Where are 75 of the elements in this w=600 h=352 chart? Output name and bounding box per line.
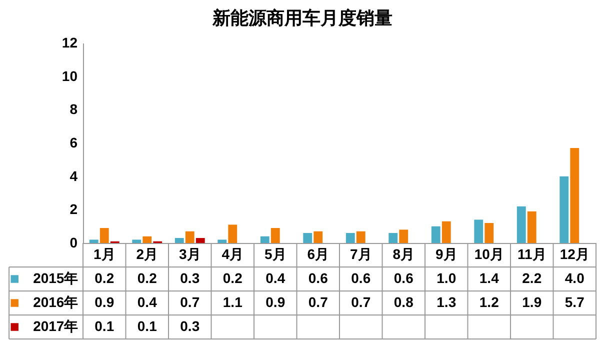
data-label: 0.2 <box>222 270 243 286</box>
data-label: 0.1 <box>137 318 158 334</box>
bar <box>260 236 270 243</box>
data-label: 1.1 <box>222 294 243 310</box>
bar <box>570 148 580 243</box>
bar <box>527 211 536 243</box>
data-label: 0.2 <box>137 270 158 286</box>
data-label: 0.8 <box>394 294 414 310</box>
bar <box>516 206 526 243</box>
data-label: 0.4 <box>137 294 158 310</box>
y-tick-label: 2 <box>70 201 78 218</box>
data-label: 0.7 <box>308 294 328 310</box>
data-label: 0.3 <box>180 318 200 334</box>
bar <box>228 224 238 243</box>
bar <box>218 240 227 243</box>
x-tick-label: 5月 <box>264 246 286 262</box>
x-tick-label: 2月 <box>136 246 158 262</box>
bar <box>484 223 494 243</box>
y-tick-label: 0 <box>70 234 78 250</box>
x-tick-label: 3月 <box>178 246 201 262</box>
bar <box>196 238 205 243</box>
x-tick-label: 4月 <box>222 246 244 262</box>
data-label: 0.2 <box>94 270 114 286</box>
bar <box>346 233 355 243</box>
bar <box>560 176 569 243</box>
bar <box>174 238 184 243</box>
data-label: 0.3 <box>180 270 200 286</box>
bar <box>185 231 194 243</box>
data-label: 1.4 <box>479 270 500 286</box>
data-label: 1.0 <box>436 270 456 286</box>
data-label: 0.7 <box>180 294 200 310</box>
bar <box>270 228 280 243</box>
data-label: 0.4 <box>266 270 286 286</box>
data-label: 4.0 <box>564 270 585 286</box>
x-tick-label: 8月 <box>392 246 415 262</box>
bar <box>142 236 152 243</box>
y-tick-label: 12 <box>62 34 78 50</box>
chart-title: 新能源商用车月度销量 <box>212 8 393 28</box>
x-tick-label: 10月 <box>474 246 504 262</box>
data-label: 1.2 <box>479 294 500 310</box>
data-label: 0.9 <box>94 294 114 310</box>
x-tick-label: 9月 <box>435 246 458 262</box>
legend-label: 2017年 <box>33 318 78 334</box>
y-tick-label: 6 <box>70 134 78 150</box>
data-label: 1.3 <box>436 294 456 310</box>
y-tick-label: 10 <box>62 68 78 84</box>
data-label: 0.9 <box>266 294 286 310</box>
y-tick-label: 8 <box>70 101 78 118</box>
bar <box>442 221 451 243</box>
legend-label: 2015年 <box>33 270 78 286</box>
legend-label: 2016年 <box>33 294 78 310</box>
data-label: 0.6 <box>351 270 371 286</box>
bar <box>89 240 98 243</box>
y-tick-label: 4 <box>70 168 78 184</box>
x-tick-label: 6月 <box>307 246 330 262</box>
data-label: 0.7 <box>351 294 371 310</box>
x-tick-label: 1月 <box>93 246 116 262</box>
bar <box>431 226 440 243</box>
data-label: 2.2 <box>522 270 542 286</box>
data-label: 0.1 <box>94 318 114 334</box>
bar <box>388 233 398 243</box>
data-label: 0.6 <box>394 270 414 286</box>
x-tick-label: 7月 <box>350 246 372 262</box>
data-label: 1.9 <box>522 294 542 310</box>
bar <box>132 240 142 243</box>
bar <box>399 230 408 243</box>
bar <box>474 220 484 243</box>
x-tick-label: 11月 <box>517 246 546 262</box>
bar <box>303 233 312 243</box>
data-label: 0.6 <box>308 270 328 286</box>
bar <box>314 231 323 243</box>
data-label: 5.7 <box>564 294 585 310</box>
bar <box>356 231 366 243</box>
x-tick-label: 12月 <box>560 246 590 262</box>
bar <box>100 228 109 243</box>
